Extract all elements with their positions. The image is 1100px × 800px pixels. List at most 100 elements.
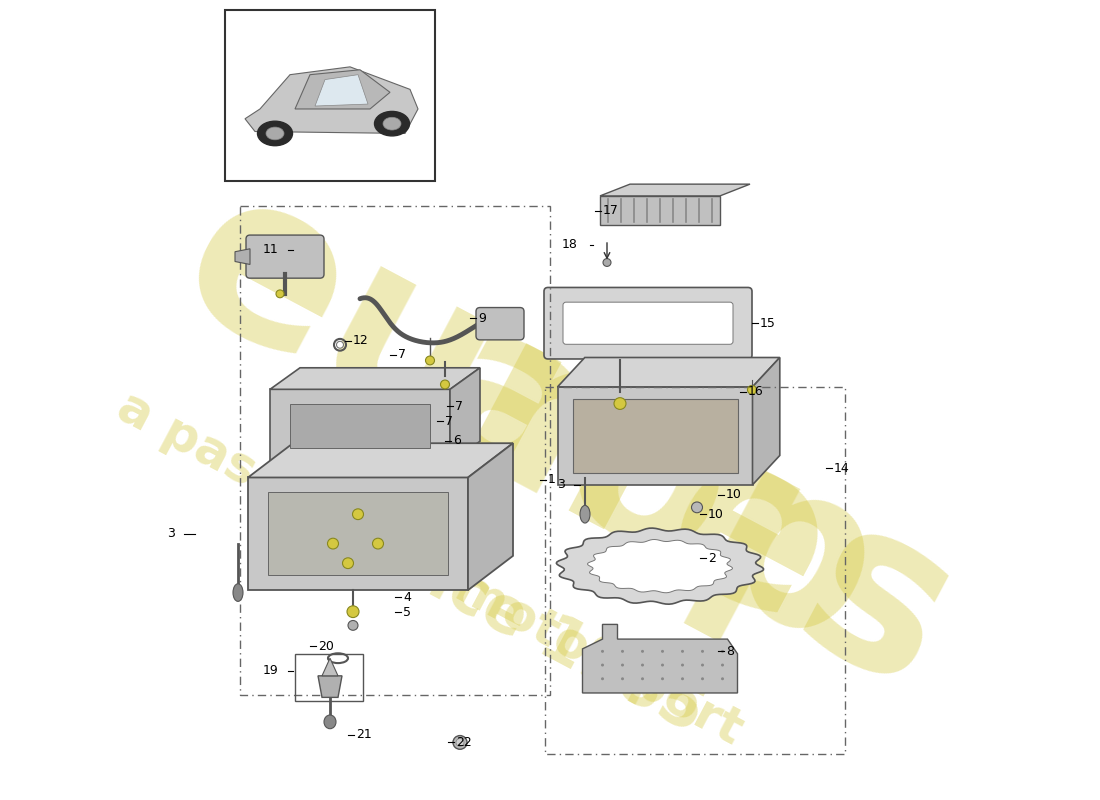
Ellipse shape bbox=[621, 663, 624, 666]
Ellipse shape bbox=[324, 715, 336, 729]
Text: 17: 17 bbox=[603, 204, 619, 217]
Text: 1: 1 bbox=[548, 474, 556, 486]
Text: 9: 9 bbox=[478, 312, 486, 325]
Ellipse shape bbox=[276, 290, 284, 298]
Polygon shape bbox=[315, 74, 368, 106]
Text: 10: 10 bbox=[708, 508, 724, 521]
Polygon shape bbox=[290, 404, 430, 448]
Polygon shape bbox=[558, 387, 752, 485]
Text: 3: 3 bbox=[167, 527, 175, 540]
Ellipse shape bbox=[440, 380, 450, 389]
Ellipse shape bbox=[621, 650, 624, 653]
Ellipse shape bbox=[352, 509, 363, 520]
Text: 22: 22 bbox=[456, 736, 472, 749]
Text: since 1985: since 1985 bbox=[344, 509, 715, 745]
Text: 5: 5 bbox=[403, 606, 411, 618]
Polygon shape bbox=[600, 196, 720, 226]
Ellipse shape bbox=[601, 678, 604, 680]
Text: ares: ares bbox=[390, 280, 989, 738]
Ellipse shape bbox=[641, 678, 644, 680]
Ellipse shape bbox=[701, 650, 704, 653]
Polygon shape bbox=[583, 625, 737, 693]
Text: 20: 20 bbox=[318, 640, 334, 653]
Text: 3: 3 bbox=[557, 478, 565, 491]
Ellipse shape bbox=[374, 111, 409, 136]
Text: 2: 2 bbox=[708, 552, 716, 565]
FancyBboxPatch shape bbox=[563, 302, 733, 344]
Polygon shape bbox=[248, 443, 513, 478]
Polygon shape bbox=[248, 478, 468, 590]
Polygon shape bbox=[322, 658, 338, 676]
Polygon shape bbox=[270, 390, 450, 462]
Polygon shape bbox=[450, 368, 480, 462]
Text: 4: 4 bbox=[403, 591, 411, 604]
Ellipse shape bbox=[681, 678, 684, 680]
Polygon shape bbox=[752, 358, 780, 485]
Text: 7: 7 bbox=[398, 348, 406, 361]
FancyBboxPatch shape bbox=[246, 235, 324, 278]
Polygon shape bbox=[245, 67, 418, 134]
Ellipse shape bbox=[720, 678, 724, 680]
Text: 10: 10 bbox=[726, 488, 741, 501]
Text: 16: 16 bbox=[748, 386, 763, 398]
Text: 8: 8 bbox=[726, 645, 734, 658]
Ellipse shape bbox=[346, 606, 359, 618]
Ellipse shape bbox=[621, 678, 624, 680]
Ellipse shape bbox=[641, 663, 644, 666]
Ellipse shape bbox=[614, 398, 626, 410]
Text: 19: 19 bbox=[262, 665, 278, 678]
Ellipse shape bbox=[681, 650, 684, 653]
Bar bbox=[240, 206, 550, 695]
Ellipse shape bbox=[266, 127, 284, 140]
Polygon shape bbox=[600, 184, 750, 196]
FancyBboxPatch shape bbox=[544, 287, 752, 359]
Ellipse shape bbox=[661, 663, 664, 666]
Text: 7: 7 bbox=[455, 400, 463, 413]
Ellipse shape bbox=[601, 663, 604, 666]
Bar bbox=[226, 10, 434, 182]
Bar bbox=[544, 387, 845, 754]
Ellipse shape bbox=[233, 584, 243, 602]
Polygon shape bbox=[558, 358, 780, 387]
FancyBboxPatch shape bbox=[476, 307, 524, 340]
Ellipse shape bbox=[601, 650, 604, 653]
Ellipse shape bbox=[342, 558, 353, 569]
Ellipse shape bbox=[373, 538, 384, 549]
Ellipse shape bbox=[426, 356, 434, 365]
Polygon shape bbox=[235, 249, 250, 265]
Polygon shape bbox=[318, 676, 342, 698]
Ellipse shape bbox=[701, 678, 704, 680]
Text: 21: 21 bbox=[356, 728, 372, 741]
Text: europ: europ bbox=[145, 146, 914, 696]
Ellipse shape bbox=[456, 738, 464, 746]
Text: 14: 14 bbox=[834, 462, 849, 474]
Polygon shape bbox=[295, 70, 390, 109]
Ellipse shape bbox=[661, 678, 664, 680]
Text: 18: 18 bbox=[562, 238, 578, 251]
Ellipse shape bbox=[720, 650, 724, 653]
Text: a passion for motorsport: a passion for motorsport bbox=[109, 382, 751, 754]
Ellipse shape bbox=[681, 663, 684, 666]
Ellipse shape bbox=[661, 650, 664, 653]
Ellipse shape bbox=[348, 621, 358, 630]
Ellipse shape bbox=[383, 118, 402, 130]
Ellipse shape bbox=[453, 735, 468, 750]
Ellipse shape bbox=[328, 538, 339, 549]
Ellipse shape bbox=[603, 258, 611, 266]
Ellipse shape bbox=[701, 663, 704, 666]
Ellipse shape bbox=[641, 650, 644, 653]
Polygon shape bbox=[572, 398, 737, 473]
Bar bbox=[295, 654, 363, 702]
Ellipse shape bbox=[692, 502, 703, 513]
Polygon shape bbox=[557, 528, 763, 604]
Ellipse shape bbox=[337, 342, 343, 348]
Text: 11: 11 bbox=[262, 243, 278, 256]
Text: 6: 6 bbox=[453, 434, 461, 447]
Polygon shape bbox=[270, 368, 480, 390]
Polygon shape bbox=[268, 492, 448, 575]
Ellipse shape bbox=[720, 663, 724, 666]
Polygon shape bbox=[587, 539, 733, 593]
Ellipse shape bbox=[257, 122, 293, 146]
Ellipse shape bbox=[748, 386, 757, 394]
Ellipse shape bbox=[580, 506, 590, 523]
